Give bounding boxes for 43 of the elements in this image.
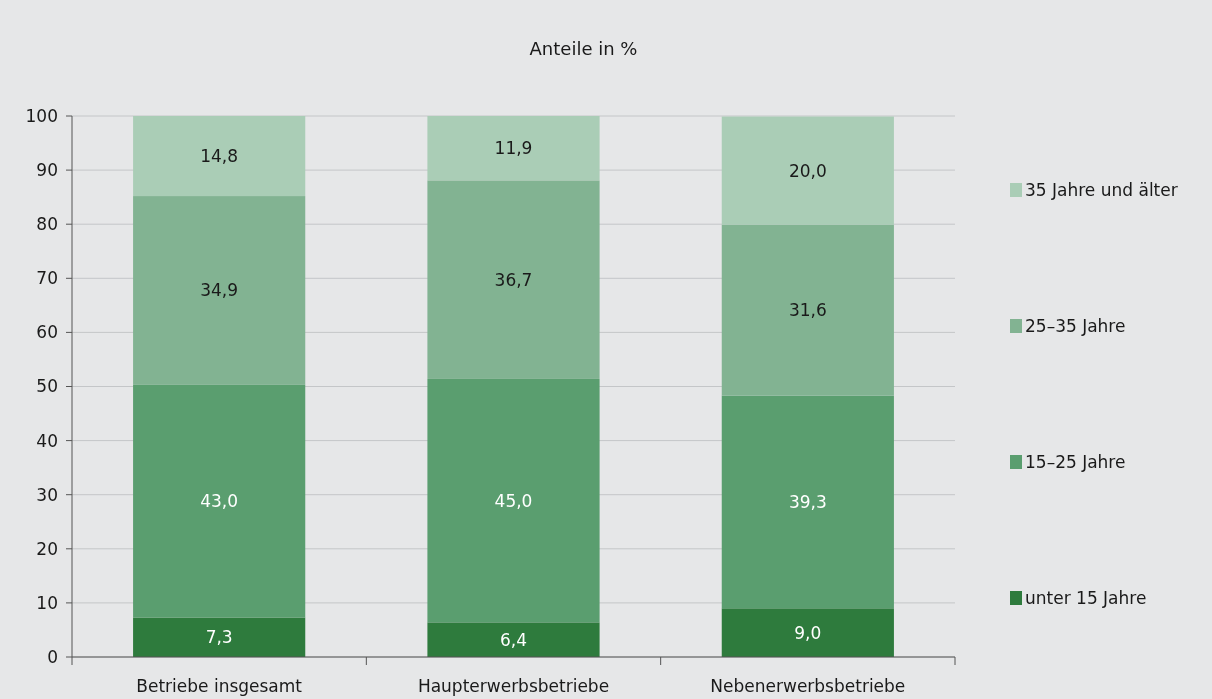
x-tick-label: Betriebe insgesamt: [136, 676, 303, 696]
data-label: 7,3: [205, 627, 233, 648]
y-tick-label: 20: [36, 538, 58, 559]
y-tick-label: 100: [25, 105, 58, 126]
y-tick-label: 10: [36, 592, 58, 613]
legend-label: 35 Jahre und älter: [1025, 179, 1178, 200]
bar: [133, 196, 306, 385]
bar: [721, 224, 894, 396]
y-tick-label: 50: [36, 376, 58, 397]
bar: [427, 378, 600, 623]
legend-label: 25–35 Jahre: [1025, 315, 1126, 336]
data-label: 9,0: [794, 622, 822, 643]
bar: [721, 116, 894, 225]
bar: [427, 116, 600, 181]
legend-label: 15–25 Jahre: [1025, 451, 1126, 472]
bar: [133, 384, 306, 618]
y-tick-label: 30: [36, 484, 58, 505]
data-label: 43,0: [200, 491, 239, 512]
data-label: 39,3: [788, 491, 827, 512]
bar: [721, 395, 894, 609]
data-label: 6,4: [499, 629, 528, 650]
x-tick-label: Haupterwerbsbetriebe: [417, 676, 610, 696]
data-label: 36,7: [494, 269, 533, 290]
data-label: 11,9: [494, 138, 533, 159]
data-label: 45,0: [494, 490, 533, 511]
y-tick-label: 60: [36, 322, 58, 343]
bar: [133, 617, 306, 657]
data-label: 34,9: [200, 280, 239, 301]
data-label: 31,6: [788, 300, 827, 321]
y-tick-label: 90: [36, 160, 58, 181]
bar: [721, 608, 894, 657]
y-tick-label: 40: [36, 430, 58, 451]
bar: [427, 622, 600, 657]
bar: [427, 180, 600, 379]
chart-title: Anteile in %: [529, 38, 638, 59]
legend-label: unter 15 Jahre: [1025, 587, 1147, 608]
y-tick-label: 70: [36, 268, 58, 289]
bar: [133, 116, 306, 197]
x-tick-label: Nebenerwerbsbetriebe: [710, 676, 906, 696]
data-label: 14,8: [200, 145, 239, 166]
y-tick-label: 80: [36, 214, 58, 235]
y-tick-label: 0: [47, 646, 58, 667]
data-label: 20,0: [788, 160, 827, 181]
